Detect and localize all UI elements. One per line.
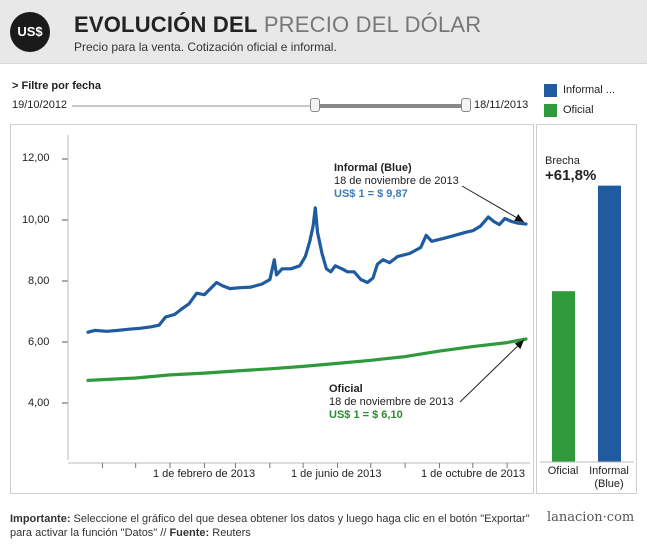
footer-note: Importante: Seleccione el gráfico del qu… [10,512,530,540]
arrow-oficial [459,339,525,403]
x-tick-label: 1 de febrero de 2013 [153,468,256,480]
bar-chart-panel[interactable] [536,124,637,494]
arrow-oficial-head [514,339,524,350]
date-filter-end: 18/11/2013 [474,99,529,111]
arrow-informal-head [514,213,524,222]
annotation-oficial-date: 18 de noviembre de 2013 [329,396,454,408]
annotation-oficial-value: US$ 1 = $ 6,10 [329,409,403,421]
dollar-badge-icon: US$ [10,12,50,52]
y-tick-label: 4,00 [28,397,50,409]
y-tick-label: 12,00 [22,152,50,164]
annotation-informal-name: Informal (Blue) [334,162,412,174]
line-chart-panel[interactable] [10,124,534,494]
legend-label-oficial[interactable]: Oficial [563,104,594,116]
bar-informal [598,185,621,462]
footer-important-label: Importante: [10,513,71,525]
y-tick-label: 6,00 [28,336,50,348]
page-subtitle: Precio para la venta. Cotización oficial… [74,40,337,54]
footer-source-label: Fuente: [169,527,210,539]
date-filter-toggle[interactable]: > Filtre por fecha [12,80,101,92]
footer-source-text: Reuters [209,527,251,539]
series-line-oficial [86,337,528,382]
date-filter-start: 19/10/2012 [12,99,68,111]
x-tick-label: 1 de junio de 2013 [291,468,382,480]
y-tick-label: 10,00 [22,214,50,226]
title-bold: EVOLUCIÓN DEL [74,12,258,37]
header: US$ EVOLUCIÓN DEL PRECIO DEL DÓLAR Preci… [0,0,647,64]
y-tick-label: 8,00 [28,275,50,287]
date-range-start-handle[interactable] [310,98,320,112]
annotation-informal-date: 18 de noviembre de 2013 [334,175,459,187]
brecha-label: Brecha [545,155,580,167]
footer-important-text: Seleccione el gráfico del que desea obte… [10,513,530,539]
page-title: EVOLUCIÓN DEL PRECIO DEL DÓLAR [74,12,481,38]
bar-category-informal: Informal (Blue) [589,465,629,490]
title-light: PRECIO DEL DÓLAR [263,12,482,37]
arrow-informal [461,185,525,223]
bar-oficial [552,291,575,462]
legend-swatch-oficial[interactable] [544,104,557,117]
x-tick-label: 1 de octubre de 2013 [421,468,525,480]
date-range-slider-track[interactable] [72,105,470,107]
annotation-informal-value: US$ 1 = $ 9,87 [334,188,408,200]
annotation-oficial: Oficial 18 de noviembre de 2013 US$ 1 = … [329,383,454,422]
date-range-slider-selection[interactable] [316,104,466,108]
brand-logo[interactable]: lanacion·com [547,510,635,525]
annotation-oficial-name: Oficial [329,383,363,395]
annotation-informal: Informal (Blue) 18 de noviembre de 2013 … [334,162,459,201]
legend-label-informal[interactable]: Informal ... [563,84,615,96]
legend-swatch-informal[interactable] [544,84,557,97]
date-range-end-handle[interactable] [461,98,471,112]
series-line-informal [86,206,528,334]
bar-category-oficial: Oficial [547,465,579,477]
brecha-value: +61,8% [545,167,597,184]
